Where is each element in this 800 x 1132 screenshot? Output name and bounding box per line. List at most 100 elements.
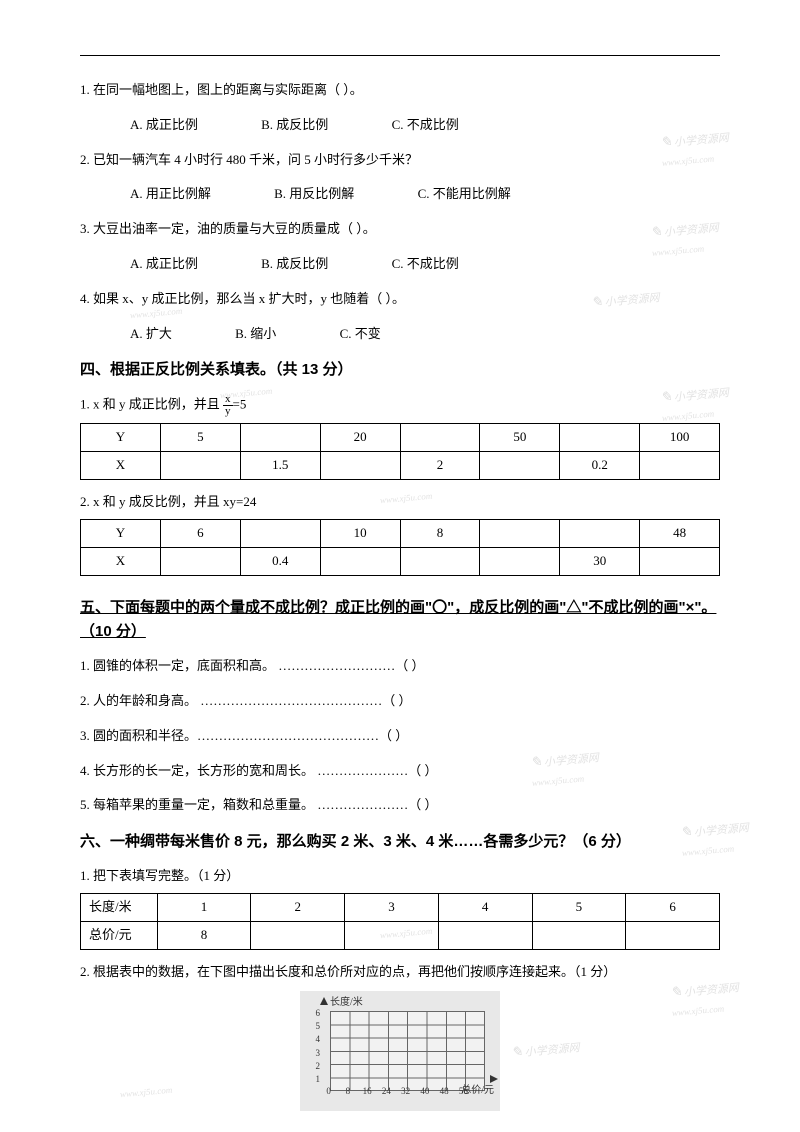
cell bbox=[480, 452, 560, 480]
section5-heading: 五、下面每题中的两个量成不成比例？成正比例的画"〇"，成反比例的画"△"不成比例… bbox=[80, 596, 720, 644]
cell: 8 bbox=[157, 921, 251, 949]
section6-sub2: 2. 根据表中的数据，在下图中描出长度和总价所对应的点，再把他们按顺序连接起来。… bbox=[80, 962, 720, 983]
xtick: 16 bbox=[358, 1084, 377, 1098]
cell bbox=[320, 452, 400, 480]
cell: 30 bbox=[560, 548, 640, 576]
table-row: X 1.5 2 0.2 bbox=[81, 452, 720, 480]
q1-opt-c: C. 不成比例 bbox=[392, 115, 459, 136]
table-row: Y 5 20 50 100 bbox=[81, 424, 720, 452]
cell: 1.5 bbox=[240, 452, 320, 480]
cell: 5 bbox=[160, 424, 240, 452]
ytick: 3 bbox=[310, 1047, 320, 1060]
chart-ylabel: 长度/米 bbox=[330, 995, 363, 1011]
xtick: 8 bbox=[338, 1084, 357, 1098]
cell: 8 bbox=[400, 520, 480, 548]
cell bbox=[160, 548, 240, 576]
ytick: 4 bbox=[310, 1033, 320, 1046]
sub1-frac: x y bbox=[223, 394, 233, 417]
cell: 50 bbox=[480, 424, 560, 452]
s5-item5: 5. 每箱苹果的重量一定，箱数和总重量。 …………………（ ） bbox=[80, 795, 720, 816]
cell bbox=[640, 452, 720, 480]
cell bbox=[438, 921, 532, 949]
q3-opt-c: C. 不成比例 bbox=[392, 254, 459, 275]
table-row: X 0.4 30 bbox=[81, 548, 720, 576]
sub1-eq: =5 bbox=[233, 397, 247, 412]
chart-wrap: 长度/米 6 5 4 3 2 1 0 8 16 24 32 40 48 56 总 bbox=[80, 991, 720, 1119]
section4-table2: Y 6 10 8 48 X 0.4 30 bbox=[80, 519, 720, 576]
section6-table: 长度/米 1 2 3 4 5 6 总价/元 8 bbox=[80, 893, 720, 950]
cell bbox=[560, 424, 640, 452]
q3-opt-a: A. 成正比例 bbox=[130, 254, 198, 275]
cell bbox=[640, 548, 720, 576]
cell: 0.2 bbox=[560, 452, 640, 480]
xtick: 32 bbox=[396, 1084, 415, 1098]
cell: 0.4 bbox=[240, 548, 320, 576]
cell bbox=[532, 921, 626, 949]
q4-opt-b: B. 缩小 bbox=[235, 324, 276, 345]
q2-opt-a: A. 用正比例解 bbox=[130, 184, 211, 205]
q1-opt-a: A. 成正比例 bbox=[130, 115, 198, 136]
q3-text: 3. 大豆出油率一定，油的质量与大豆的质量成（ ）。 bbox=[80, 219, 720, 240]
q1-text: 1. 在同一幅地图上，图上的距离与实际距离（ ）。 bbox=[80, 80, 720, 101]
cell: Y bbox=[81, 520, 161, 548]
ytick: 5 bbox=[310, 1020, 320, 1033]
cell: 2 bbox=[400, 452, 480, 480]
chart-yticks: 6 5 4 3 2 1 bbox=[310, 1007, 320, 1087]
cell: X bbox=[81, 452, 161, 480]
cell: 总价/元 bbox=[81, 921, 158, 949]
cell bbox=[240, 424, 320, 452]
q4-opt-c: C. 不变 bbox=[340, 324, 381, 345]
s5-item1: 1. 圆锥的体积一定，底面积和高。 ………………………（ ） bbox=[80, 656, 720, 677]
cell bbox=[400, 548, 480, 576]
cell bbox=[480, 520, 560, 548]
q4-opt-a: A. 扩大 bbox=[130, 324, 172, 345]
s5-item4: 4. 长方形的长一定，长方形的宽和周长。 …………………（ ） bbox=[80, 761, 720, 782]
cell bbox=[560, 520, 640, 548]
table-row: 长度/米 1 2 3 4 5 6 bbox=[81, 893, 720, 921]
section6-heading: 六、一种绸带每米售价 8 元，那么购买 2 米、3 米、4 米……各需多少元？（… bbox=[80, 830, 720, 854]
section4-sub2: 2. x 和 y 成反比例，并且 xy=24 bbox=[80, 492, 720, 513]
x-axis-arrow-icon bbox=[490, 1075, 498, 1083]
s5-item2: 2. 人的年龄和身高。 ……………………………………（ ） bbox=[80, 691, 720, 712]
cell bbox=[480, 548, 560, 576]
section5-heading-text: 五、下面每题中的两个量成不成比例？成正比例的画"〇"，成反比例的画"△"不成比例… bbox=[80, 599, 716, 640]
s5-item3: 3. 圆的面积和半径。……………………………………（ ） bbox=[80, 726, 720, 747]
q2-text: 2. 已知一辆汽车 4 小时行 480 千米，问 5 小时行多少千米？ bbox=[80, 150, 720, 171]
cell: 4 bbox=[438, 893, 532, 921]
cell: 48 bbox=[640, 520, 720, 548]
cell: X bbox=[81, 548, 161, 576]
q4-opts: A. 扩大 B. 缩小 C. 不变 bbox=[80, 324, 720, 345]
cell bbox=[626, 921, 720, 949]
q3-opt-b: B. 成反比例 bbox=[261, 254, 328, 275]
section6-sub1: 1. 把下表填写完整。（1 分） bbox=[80, 866, 720, 887]
chart-xlabel: 总价/元 bbox=[461, 1083, 494, 1099]
chart: 长度/米 6 5 4 3 2 1 0 8 16 24 32 40 48 56 总 bbox=[300, 991, 500, 1111]
section4-table1: Y 5 20 50 100 X 1.5 2 0.2 bbox=[80, 423, 720, 480]
chart-grid bbox=[330, 1011, 485, 1091]
table-row: Y 6 10 8 48 bbox=[81, 520, 720, 548]
cell: 6 bbox=[626, 893, 720, 921]
xtick: 40 bbox=[415, 1084, 434, 1098]
frac-den: y bbox=[223, 406, 233, 417]
cell: Y bbox=[81, 424, 161, 452]
xtick: 24 bbox=[377, 1084, 396, 1098]
cell: 1 bbox=[157, 893, 251, 921]
section4-sub1: 1. x 和 y 成正比例，并且 x y =5 bbox=[80, 394, 720, 417]
cell: 100 bbox=[640, 424, 720, 452]
q3-opts: A. 成正比例 B. 成反比例 C. 不成比例 bbox=[80, 254, 720, 275]
sub1-prefix: 1. x 和 y 成正比例，并且 bbox=[80, 397, 220, 412]
cell bbox=[345, 921, 439, 949]
cell: 3 bbox=[345, 893, 439, 921]
cell: 10 bbox=[320, 520, 400, 548]
cell: 长度/米 bbox=[81, 893, 158, 921]
ytick: 6 bbox=[310, 1007, 320, 1020]
cell bbox=[160, 452, 240, 480]
top-rule bbox=[80, 55, 720, 56]
cell bbox=[320, 548, 400, 576]
cell bbox=[251, 921, 345, 949]
q1-opts: A. 成正比例 B. 成反比例 C. 不成比例 bbox=[80, 115, 720, 136]
xtick: 48 bbox=[435, 1084, 454, 1098]
cell: 20 bbox=[320, 424, 400, 452]
cell: 2 bbox=[251, 893, 345, 921]
cell: 5 bbox=[532, 893, 626, 921]
